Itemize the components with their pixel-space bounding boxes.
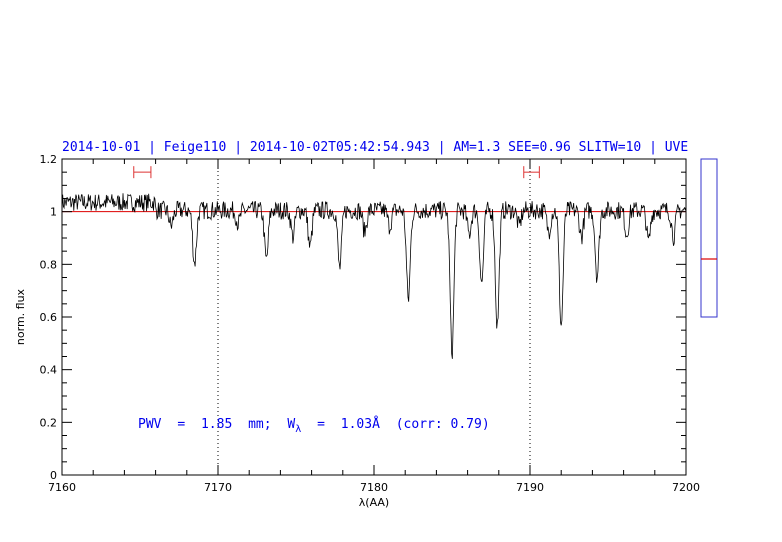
y-tick-label: 0.2 (40, 416, 58, 429)
w-subscript: λ (295, 424, 301, 435)
pwv-equals: = (177, 417, 185, 432)
x-tick-label: 7190 (516, 481, 544, 494)
header-separator (571, 140, 579, 155)
continuum-window-2 (523, 166, 540, 179)
x-tick-label: 7180 (360, 481, 388, 494)
pwv-unit: mm; (248, 417, 271, 432)
w-value: 1.03Å (341, 416, 380, 432)
header-timestamp: 2014-10-02T05:42:54.943 (250, 140, 430, 155)
x-tick-label: 7160 (48, 481, 76, 494)
header-airmass: AM=1.3 (453, 140, 500, 155)
w-symbol: W (287, 417, 295, 432)
header-separator: | (430, 140, 453, 155)
pwv-value: 1.85 (201, 417, 232, 432)
w-equals: = (317, 417, 325, 432)
side-indicator-box (700, 158, 718, 318)
x-tick-label: 7200 (672, 481, 700, 494)
y-tick-label: 0.8 (40, 258, 58, 271)
header-slit: SLITW=10 (579, 140, 642, 155)
header-separator: | (140, 140, 163, 155)
y-tick-label: 0 (50, 469, 57, 482)
header-date: 2014-10-01 (62, 140, 140, 155)
corr-value: (corr: 0.79) (396, 417, 490, 432)
header-separator (500, 140, 508, 155)
header-instrument: UVE (665, 140, 688, 155)
y-tick-label: 1 (50, 206, 57, 219)
pwv-label: PWV (138, 417, 162, 432)
chart-title: 2014-10-01 | Feige110 | 2014-10-02T05:42… (62, 140, 688, 155)
header-separator: | (641, 140, 664, 155)
spectrum-line (61, 193, 687, 359)
y-tick-label: 0.6 (40, 311, 58, 324)
y-tick-label: 0.4 (40, 364, 58, 377)
side-indicator (700, 158, 718, 318)
header-separator: | (226, 140, 249, 155)
plot-area: 7160 7170 7180 7190 7200 0 0.2 0.4 0.6 0.8 1 1.2 (40, 153, 701, 494)
axis-ticks (61, 158, 687, 476)
axis-tick-labels: 7160 7170 7180 7190 7200 0 0.2 0.4 0.6 0.8 1 1.2 (40, 153, 701, 494)
x-tick-label: 7170 (204, 481, 232, 494)
continuum-window-1 (133, 166, 152, 179)
pwv-annotation: PWV = 1.85 mm; Wλ = 1.03Å (corr: 0.79) (138, 416, 490, 436)
header-seeing: SEE=0.96 (508, 140, 571, 155)
y-axis-title: norm. flux (14, 288, 27, 345)
spectrum-series (61, 193, 687, 359)
header-target: Feige110 (164, 140, 227, 155)
continuum-windows (133, 166, 540, 179)
y-tick-label: 1.2 (40, 153, 58, 166)
x-axis-title: λ(AA) (359, 496, 389, 509)
